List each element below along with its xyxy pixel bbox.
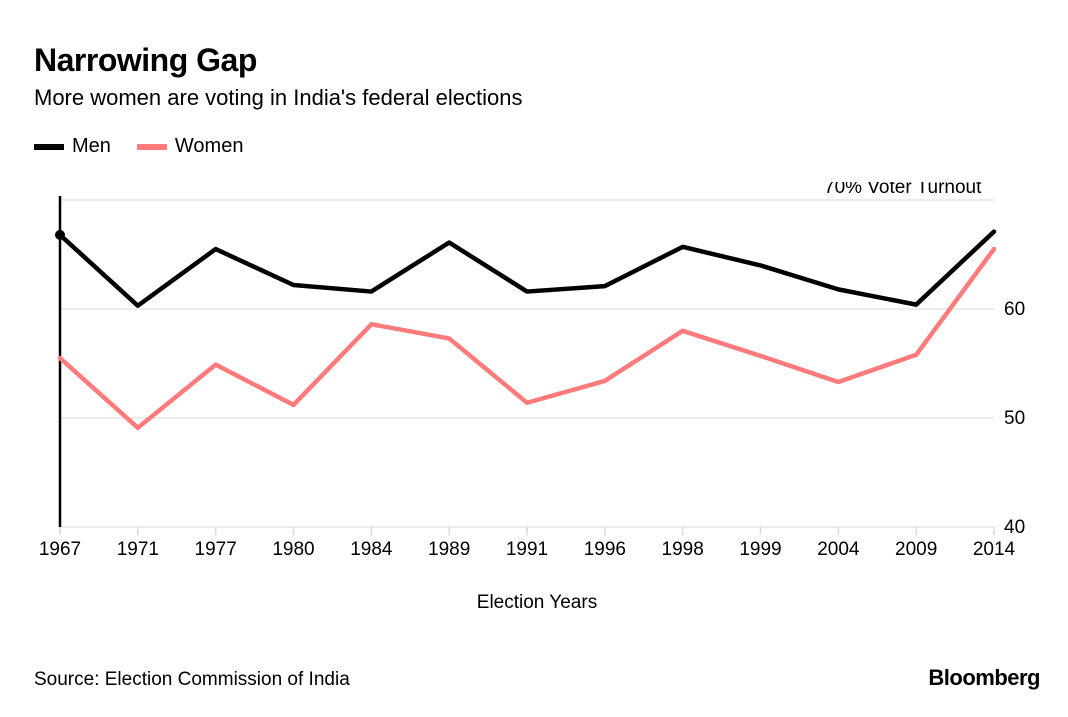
svg-text:1971: 1971 [117,539,159,560]
svg-text:1998: 1998 [662,539,704,560]
svg-text:1977: 1977 [195,539,237,560]
svg-text:2009: 2009 [895,539,937,560]
line-chart-svg: 40 50 60 70% Voter Turnout 1967 1971 1977 1980 1… [34,182,1040,584]
chart-title: Narrowing Gap [34,42,1040,79]
footer: Source: Election Commission of India Blo… [34,665,1040,691]
legend: Men Women [34,135,1040,158]
svg-text:70% Voter Turnout: 70% Voter Turnout [824,182,982,198]
source-text: Source: Election Commission of India [34,669,350,691]
brand-logo: Bloomberg [928,665,1040,691]
legend-label-men: Men [72,135,111,158]
svg-text:1980: 1980 [272,539,314,560]
svg-text:60: 60 [1004,299,1025,320]
svg-text:1967: 1967 [39,539,81,560]
svg-text:2014: 2014 [973,539,1016,560]
svg-text:1999: 1999 [739,539,781,560]
svg-text:40: 40 [1004,517,1025,538]
legend-item-men: Men [34,135,111,158]
svg-text:1989: 1989 [428,539,470,560]
svg-text:1996: 1996 [584,539,626,560]
svg-text:1984: 1984 [350,539,393,560]
svg-text:2004: 2004 [817,539,860,560]
x-axis-title: Election Years [34,592,1040,614]
legend-item-women: Women [137,135,244,158]
chart-container: Narrowing Gap More women are voting in I… [0,0,1068,717]
legend-swatch-women [137,144,167,150]
legend-swatch-men [34,144,64,150]
svg-text:1991: 1991 [506,539,548,560]
chart-plot-area: 40506070% Voter Turnout19671971197719801… [34,182,1040,554]
svg-text:50: 50 [1004,408,1025,429]
chart-subtitle: More women are voting in India's federal… [34,85,1040,111]
legend-label-women: Women [175,135,244,158]
